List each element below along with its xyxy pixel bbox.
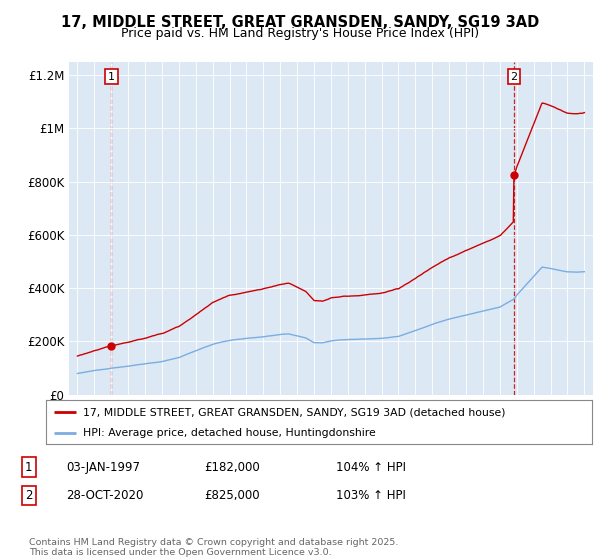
Text: 2: 2 bbox=[25, 489, 32, 502]
Text: 2: 2 bbox=[511, 72, 517, 82]
Text: 17, MIDDLE STREET, GREAT GRANSDEN, SANDY, SG19 3AD: 17, MIDDLE STREET, GREAT GRANSDEN, SANDY… bbox=[61, 15, 539, 30]
Text: 1: 1 bbox=[108, 72, 115, 82]
Text: 103% ↑ HPI: 103% ↑ HPI bbox=[336, 489, 406, 502]
Text: HPI: Average price, detached house, Huntingdonshire: HPI: Average price, detached house, Hunt… bbox=[83, 428, 376, 437]
Text: 03-JAN-1997: 03-JAN-1997 bbox=[66, 460, 140, 474]
Text: £825,000: £825,000 bbox=[204, 489, 260, 502]
Text: Price paid vs. HM Land Registry's House Price Index (HPI): Price paid vs. HM Land Registry's House … bbox=[121, 27, 479, 40]
Text: 104% ↑ HPI: 104% ↑ HPI bbox=[336, 460, 406, 474]
Text: 1: 1 bbox=[25, 460, 32, 474]
Text: 17, MIDDLE STREET, GREAT GRANSDEN, SANDY, SG19 3AD (detached house): 17, MIDDLE STREET, GREAT GRANSDEN, SANDY… bbox=[83, 407, 506, 417]
Text: 28-OCT-2020: 28-OCT-2020 bbox=[66, 489, 143, 502]
Text: Contains HM Land Registry data © Crown copyright and database right 2025.
This d: Contains HM Land Registry data © Crown c… bbox=[29, 538, 398, 557]
Text: £182,000: £182,000 bbox=[204, 460, 260, 474]
